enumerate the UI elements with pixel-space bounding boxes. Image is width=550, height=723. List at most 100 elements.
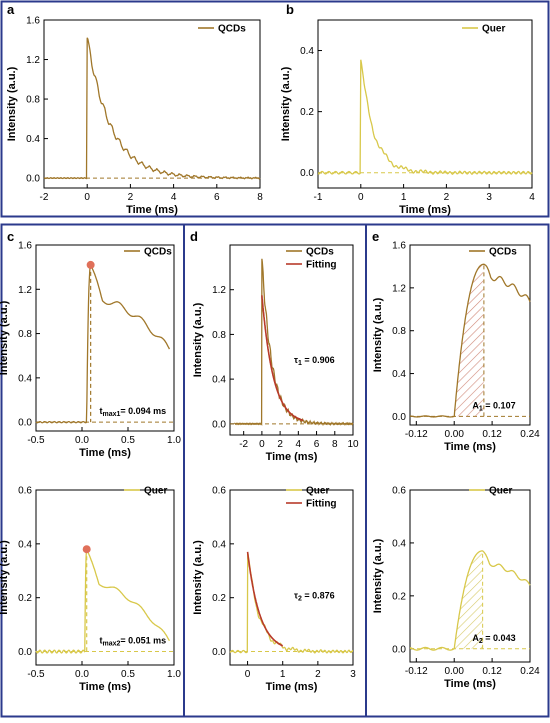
y-tick-label-e2: 0.6 <box>392 486 406 497</box>
y-tick-label-d: 0.4 <box>212 375 226 386</box>
annotation-subscript: 1 <box>298 360 302 367</box>
x-tick-label-d2: 3 <box>350 669 356 680</box>
series-line-quer-d2 <box>229 552 354 654</box>
x-tick-label-d: 4 <box>296 439 302 450</box>
x-tick-label-c: 0.0 <box>75 435 89 446</box>
series-line-qcds-d <box>234 258 354 427</box>
annotation-value: = 0.051 ms <box>120 636 166 646</box>
x-tick-label-b: 3 <box>486 192 492 203</box>
legend-label-c2: Quer <box>144 486 167 497</box>
x-tick-label-c: 0.5 <box>121 435 135 446</box>
panel-letter-b: b <box>286 2 294 17</box>
series-line-fitting-d2 <box>246 551 284 647</box>
x-tick-label-e2: 0.24 <box>520 666 540 677</box>
plot-area-d2 <box>229 489 354 666</box>
x-axis-label-d: Time (ms) <box>266 451 318 463</box>
x-tick-label-e: 0.00 <box>444 429 464 440</box>
y-tick-label-a: 0.4 <box>26 134 40 145</box>
panel-e2: -0.12 0.00 0.12 0.24 0.0 0.2 0.4 0.6 Time (ms) In… <box>372 486 540 691</box>
x-tick-label-a: 2 <box>128 192 134 203</box>
y-axis-label-b: Intensity (a.u.) <box>280 66 292 141</box>
y-tick-label-e: 0.0 <box>392 412 406 423</box>
legend-label-d: QCDs <box>306 247 334 258</box>
y-tick-label-a: 0.8 <box>26 95 40 106</box>
y-tick-label-e2: 0.4 <box>392 538 406 549</box>
annotation-subscript: 2 <box>479 638 483 645</box>
y-tick-label-d: 0.8 <box>212 330 226 341</box>
shaded-area-e <box>454 264 484 417</box>
panel-letter-c: c <box>7 229 14 244</box>
legend-label-d: Fitting <box>306 260 337 271</box>
plot-area-c2 <box>35 489 175 666</box>
x-tick-label-d: 8 <box>332 439 338 450</box>
annotation-value: = 0.876 <box>302 591 335 601</box>
annotation-symbol: τ <box>294 591 298 601</box>
annotation-value: = 0.043 <box>483 633 516 643</box>
legend-label-e: QCDs <box>489 247 517 258</box>
y-tick-label-b: 0.0 <box>300 168 314 179</box>
shaded-area-e2 <box>454 550 483 649</box>
x-axis-label-d2: Time (ms) <box>266 681 318 693</box>
x-tick-label-e2: -0.12 <box>405 666 428 677</box>
y-tick-label-b: 0.4 <box>300 46 314 57</box>
x-axis-label-a: Time (ms) <box>126 204 178 216</box>
annotation-value: = 0.094 ms <box>120 406 166 416</box>
peak-marker-c <box>86 260 95 269</box>
series-line-quer-c2 <box>35 548 170 654</box>
y-tick-label-d: 0.0 <box>212 419 226 430</box>
annotation-e: A1 = 0.107 <box>472 400 515 412</box>
y-axis-label-a: Intensity (a.u.) <box>6 66 18 141</box>
y-tick-label-a: 1.2 <box>26 55 40 66</box>
y-tick-label-a: 0.0 <box>26 174 40 185</box>
x-axis-label-b: Time (ms) <box>399 204 451 216</box>
plot-area-b <box>317 19 533 189</box>
y-tick-label-c2: 0.4 <box>18 539 32 550</box>
series-line-qcds-c <box>35 263 170 424</box>
y-tick-label-e: 1.2 <box>392 283 406 294</box>
x-tick-label-d2: 2 <box>315 669 321 680</box>
y-tick-label-b: 0.2 <box>300 107 314 118</box>
y-tick-label-c2: 0.6 <box>18 486 32 497</box>
plot-area-a <box>43 19 261 189</box>
x-tick-label-c2: 1.0 <box>167 669 181 680</box>
y-tick-label-c2: 0.2 <box>18 593 32 604</box>
x-tick-label-a: 0 <box>84 192 90 203</box>
x-axis-label-c2: Time (ms) <box>79 681 131 693</box>
plot-area-c <box>35 244 175 432</box>
legend-label-d2: Quer <box>306 486 329 497</box>
legend-label-d2: Fitting <box>306 499 337 510</box>
annotation-subscript: 2 <box>298 596 302 603</box>
y-tick-label-d2: 0.6 <box>212 486 226 497</box>
y-axis-label-e2: Intensity (a.u.) <box>372 538 384 613</box>
annotation-subscript: max1 <box>102 411 120 418</box>
x-tick-label-c2: 0.5 <box>121 669 135 680</box>
annotation-subscript: 1 <box>479 405 483 412</box>
y-axis-label-c2: Intensity (a.u.) <box>0 540 10 615</box>
legend-label-c: QCDs <box>144 247 172 258</box>
annotation-c: tmax1= 0.094 ms <box>99 406 166 418</box>
x-tick-label-c2: 0.0 <box>75 669 89 680</box>
legend-label-a: QCDs <box>218 24 246 35</box>
panel-letter-d: d <box>190 229 198 244</box>
x-tick-label-d: 0 <box>259 439 265 450</box>
panel-c: -0.5 0.0 0.5 1.0 0.0 0.4 0.8 1.2 1.6 Time (ms) Int… <box>0 229 181 459</box>
x-tick-label-b: 1 <box>401 192 407 203</box>
panel-d: -2 0 2 4 6 8 10 0.0 0.4 0.8 1.2 Time (ms) Intensity … <box>190 229 359 463</box>
y-tick-label-e2: 0.0 <box>392 644 406 655</box>
series-line-qcds-e <box>410 263 531 418</box>
legend-label-e2: Quer <box>489 486 512 497</box>
y-axis-label-e: Intensity (a.u.) <box>372 297 384 372</box>
y-tick-label-c: 1.2 <box>18 285 32 296</box>
x-tick-label-c2: -0.5 <box>27 669 45 680</box>
plot-area-d <box>229 244 354 436</box>
annotation-symbol: A <box>472 400 479 410</box>
y-tick-label-c: 0.8 <box>18 329 32 340</box>
frame-top <box>0 0 550 218</box>
annotation-symbol: t <box>99 636 102 646</box>
x-tick-label-b: -1 <box>314 192 323 203</box>
x-tick-label-d: 6 <box>314 439 320 450</box>
x-tick-label-b: 2 <box>444 192 450 203</box>
x-tick-label-d: 2 <box>277 439 283 450</box>
annotation-symbol: A <box>472 633 479 643</box>
